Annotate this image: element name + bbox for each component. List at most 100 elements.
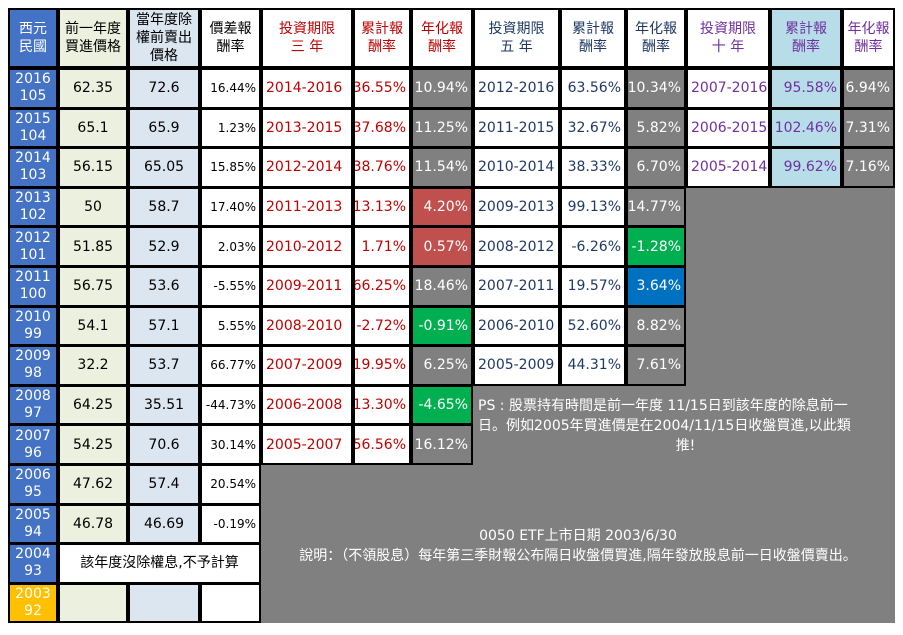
ann-return-3y: 11.54%: [411, 147, 473, 188]
period-5y: 2008-2012: [473, 226, 560, 267]
year-ad: 2011: [15, 269, 51, 286]
year-ad: 2010: [15, 308, 51, 325]
buy-price: 46.78: [58, 503, 128, 545]
year-cell: 2011 100: [8, 266, 58, 307]
line: 三 年: [290, 39, 324, 55]
ps-note-line3: 推!: [675, 438, 696, 454]
line: 累計報: [572, 21, 614, 37]
period-3y: 2008-2010: [261, 305, 353, 347]
period-5y: 2011-2015: [473, 107, 560, 149]
sell-price: 52.9: [128, 226, 200, 267]
line: 酬率: [642, 39, 670, 55]
period-3y: 2005-2007: [261, 424, 353, 465]
year-roc: 92: [24, 603, 42, 620]
cum-return-3y: 13.13%: [353, 186, 411, 228]
cum-return-5y: 32.67%: [560, 107, 626, 149]
line: 十 年: [711, 39, 745, 55]
period-3y: 2010-2012: [261, 226, 353, 267]
ps-note-line2: 日。例如2005年買進價是在2004/11/15日收盤買進,以此類: [478, 418, 851, 434]
header-p3: 投資期限三 年: [261, 8, 353, 68]
year-roc: 95: [24, 484, 42, 501]
line: 投資期限: [488, 21, 545, 37]
period-5y: 2007-2011: [473, 266, 560, 307]
cum-return-10y: 99.62%: [770, 147, 842, 188]
line: 買進價格: [65, 39, 121, 55]
ann-return-10y: 6.94%: [842, 68, 895, 109]
period-3y: 2006-2008: [261, 384, 353, 426]
etf-listing-date: 0050 ETF上市日期 2003/6/30: [479, 528, 677, 544]
line: 年化報: [847, 21, 890, 37]
year-ad: 2007: [15, 427, 51, 444]
ann-return-5y: 5.82%: [626, 107, 686, 149]
line: 民國: [19, 39, 47, 55]
ann-return-5y: -1.28%: [626, 226, 686, 267]
period-3y: 2014-2016: [261, 68, 353, 109]
period-5y: 2010-2014: [473, 147, 560, 188]
year-cell: 2005 94: [8, 503, 58, 545]
buy-price: 64.25: [58, 384, 128, 426]
year-ad: 2003: [15, 586, 51, 603]
year-roc: 101: [19, 246, 47, 263]
line: 年化報: [635, 21, 677, 37]
sell-price: 57.4: [128, 464, 200, 505]
year-ad: 2006: [15, 467, 51, 484]
buy-price: 50: [58, 186, 128, 228]
year-roc: 99: [24, 325, 42, 342]
sell-price: 35.51: [128, 384, 200, 426]
year-cell: 2010 99: [8, 305, 58, 347]
period-10y: 2007-2016: [686, 68, 770, 109]
year-roc: 104: [19, 127, 47, 144]
sell-price: 70.6: [128, 424, 200, 465]
year-roc: 100: [19, 286, 47, 303]
line: 酬率: [854, 39, 883, 55]
line: 累計報: [361, 21, 403, 37]
period-10y: 2005-2014: [686, 147, 770, 188]
year-cell: 2008 97: [8, 384, 58, 426]
diff-return: 30.14%: [200, 424, 261, 465]
line: 酬率: [792, 39, 820, 55]
period-3y: 2009-2011: [261, 266, 353, 307]
cum-return-5y: -6.26%: [560, 226, 626, 267]
ann-return-3y: -4.65%: [411, 384, 473, 426]
ann-return-3y: 18.46%: [411, 266, 473, 307]
year-ad: 2012: [15, 229, 51, 246]
period-3y: 2013-2015: [261, 107, 353, 149]
cum-return-3y: -2.72%: [353, 305, 411, 347]
ann-return-5y: 6.70%: [626, 147, 686, 188]
ann-return-3y: -0.91%: [411, 305, 473, 347]
sell-price: 53.6: [128, 266, 200, 307]
year-cell: 2012 101: [8, 226, 58, 267]
period-5y: 2005-2009: [473, 345, 560, 386]
year-ad: 2008: [15, 388, 51, 405]
header-cum3: 累計報 酬率: [353, 8, 411, 68]
line: 酬率: [428, 39, 456, 55]
ann-return-5y: 10.34%: [626, 68, 686, 109]
period-5y: 2012-2016: [473, 68, 560, 109]
line: 酬率: [368, 39, 396, 55]
cum-return-5y: 44.31%: [560, 345, 626, 386]
cum-return-3y: 66.25%: [353, 266, 411, 307]
sell-price: 58.7: [128, 186, 200, 228]
diff-return: 20.54%: [200, 464, 261, 505]
diff-return: [200, 582, 261, 624]
ann-return-10y: 7.16%: [842, 147, 895, 188]
year-ad: 2009: [15, 348, 51, 365]
cum-return-3y: 1.71%: [353, 226, 411, 267]
buy-price: 56.15: [58, 147, 128, 188]
header-diff: 價差報 酬率: [200, 8, 261, 68]
header-year: 西元 民國: [8, 8, 58, 68]
diff-return: 66.77%: [200, 345, 261, 386]
header-cum10: 累計報 酬率: [770, 8, 842, 68]
line: 酬率: [216, 39, 245, 55]
year-roc: 97: [24, 405, 42, 422]
ann-return-3y: 0.57%: [411, 226, 473, 267]
etf-return-table: 西元 民國 前一年度 買進價格 當年度除 權前賣出 價格 價差報 酬率 投資期限三 年累計報 酬率年…: [8, 8, 895, 624]
header-ann5: 年化報 酬率: [626, 8, 686, 68]
year-cell: 2015 104: [8, 107, 58, 149]
year-cell: 2004 93: [8, 543, 58, 584]
method-explanation: 說明：（不領股息）每年第三季財報公布隔日收盤價買進,隔年發放股息前一日收盤價賣出…: [299, 548, 857, 564]
ann-return-5y: 7.61%: [626, 345, 686, 386]
sell-price: 65.05: [128, 147, 200, 188]
header-ann10: 年化報 酬率: [842, 8, 895, 68]
diff-return: -0.19%: [200, 503, 261, 545]
